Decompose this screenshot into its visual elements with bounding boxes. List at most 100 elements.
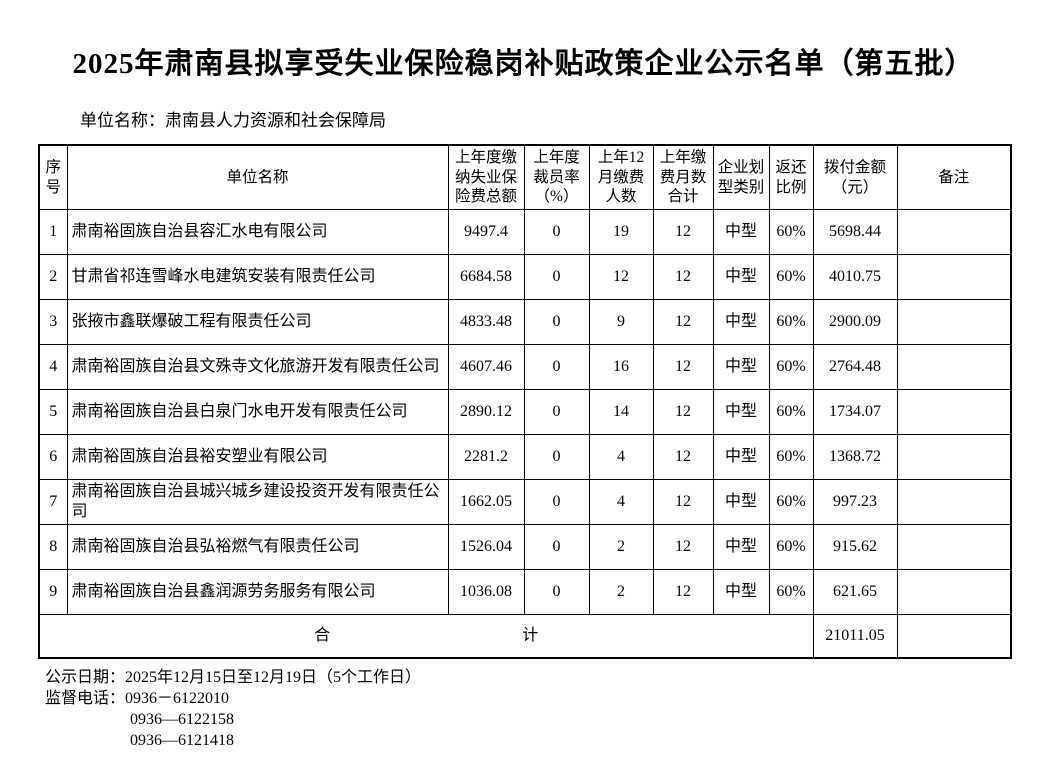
- cell-premium-total: 4607.46: [447, 344, 525, 390]
- cell-payment-amount: 997.23: [812, 479, 898, 525]
- cell-return-ratio: 60%: [768, 569, 814, 615]
- cell-enterprise-type: 中型: [712, 209, 770, 255]
- cell-company-name: 肃南裕固族自治县裕安塑业有限公司: [66, 434, 449, 480]
- cell-layoff-rate: 0: [523, 434, 590, 480]
- cell-remark: [896, 344, 1012, 390]
- cell-contribution-months: 12: [652, 299, 714, 345]
- header-premium-total: 上年度缴纳失业保险费总额: [447, 144, 525, 210]
- header-row: 序号 单位名称 上年度缴纳失业保险费总额 上年度裁员率（%） 上年12月缴费人数…: [38, 144, 1012, 210]
- table-row: 9 肃南裕固族自治县鑫润源劳务服务有限公司 1036.08 0 2 12 中型 60% 621.…: [38, 569, 1012, 615]
- cell-enterprise-type: 中型: [712, 254, 770, 300]
- cell-payment-amount: 2764.48: [812, 344, 898, 390]
- subsidy-table: 序号 单位名称 上年度缴纳失业保险费总额 上年度裁员率（%） 上年12月缴费人数…: [38, 144, 1012, 659]
- cell-remark: [896, 524, 1012, 570]
- cell-enterprise-type: 中型: [712, 569, 770, 615]
- header-layoff-rate: 上年度裁员率（%）: [523, 144, 590, 210]
- cell-return-ratio: 60%: [768, 299, 814, 345]
- cell-premium-total: 1662.05: [447, 479, 525, 525]
- table-row: 6 肃南裕固族自治县裕安塑业有限公司 2281.2 0 4 12 中型 60% 1368.72: [38, 434, 1012, 480]
- table-row: 4 肃南裕固族自治县文殊寺文化旅游开发有限责任公司 4607.46 0 16 12 中型 60…: [38, 344, 1012, 390]
- publicity-date-line: 公示日期：2025年12月15日至12月19日（5个工作日）: [45, 667, 1047, 688]
- table-row: 2 甘肃省祁连雪峰水电建筑安装有限责任公司 6684.58 0 12 12 中型 60% 401…: [38, 254, 1012, 300]
- cell-dec-contributors: 19: [588, 209, 654, 255]
- header-company-name: 单位名称: [66, 144, 449, 210]
- header-payment-amount: 拨付金额（元）: [812, 144, 898, 210]
- cell-return-ratio: 60%: [768, 389, 814, 435]
- cell-contribution-months: 12: [652, 524, 714, 570]
- header-return-ratio: 返还比例: [768, 144, 814, 210]
- cell-company-name: 肃南裕固族自治县弘裕燃气有限责任公司: [66, 524, 449, 570]
- header-serial: 序号: [38, 144, 68, 210]
- cell-enterprise-type: 中型: [712, 389, 770, 435]
- cell-contribution-months: 12: [652, 434, 714, 480]
- cell-dec-contributors: 9: [588, 299, 654, 345]
- cell-contribution-months: 12: [652, 569, 714, 615]
- footer: 公示日期：2025年12月15日至12月19日（5个工作日） 监督电话：0936…: [45, 667, 1047, 751]
- cell-serial: 2: [38, 254, 68, 300]
- cell-dec-contributors: 4: [588, 434, 654, 480]
- cell-payment-amount: 915.62: [812, 524, 898, 570]
- cell-premium-total: 9497.4: [447, 209, 525, 255]
- cell-payment-amount: 1734.07: [812, 389, 898, 435]
- cell-remark: [896, 254, 1012, 300]
- phone-number: 0936—6121418: [130, 732, 234, 749]
- table-body: 1 肃南裕固族自治县容汇水电有限公司 9497.4 0 19 12 中型 60% 5698.44…: [38, 209, 1012, 615]
- total-label: 合 计: [38, 614, 814, 659]
- cell-contribution-months: 12: [652, 389, 714, 435]
- cell-premium-total: 1036.08: [447, 569, 525, 615]
- cell-company-name: 肃南裕固族自治县文殊寺文化旅游开发有限责任公司: [66, 344, 449, 390]
- cell-enterprise-type: 中型: [712, 344, 770, 390]
- cell-serial: 9: [38, 569, 68, 615]
- table-row: 7 肃南裕固族自治县城兴城乡建设投资开发有限责任公司 1662.05 0 4 12 中型 60…: [38, 479, 1012, 525]
- cell-remark: [896, 434, 1012, 480]
- cell-dec-contributors: 12: [588, 254, 654, 300]
- cell-remark: [896, 299, 1012, 345]
- cell-layoff-rate: 0: [523, 524, 590, 570]
- cell-enterprise-type: 中型: [712, 524, 770, 570]
- cell-dec-contributors: 14: [588, 389, 654, 435]
- cell-dec-contributors: 2: [588, 569, 654, 615]
- cell-contribution-months: 12: [652, 344, 714, 390]
- cell-company-name: 肃南裕固族自治县容汇水电有限公司: [66, 209, 449, 255]
- cell-layoff-rate: 0: [523, 209, 590, 255]
- cell-remark: [896, 389, 1012, 435]
- cell-dec-contributors: 4: [588, 479, 654, 525]
- cell-enterprise-type: 中型: [712, 434, 770, 480]
- cell-return-ratio: 60%: [768, 524, 814, 570]
- table-row: 5 肃南裕固族自治县白泉门水电开发有限责任公司 2890.12 0 14 12 中型 60% 1…: [38, 389, 1012, 435]
- cell-company-name: 张掖市鑫联爆破工程有限责任公司: [66, 299, 449, 345]
- cell-serial: 4: [38, 344, 68, 390]
- cell-return-ratio: 60%: [768, 254, 814, 300]
- cell-remark: [896, 209, 1012, 255]
- table-row: 3 张掖市鑫联爆破工程有限责任公司 4833.48 0 9 12 中型 60% 2900.09: [38, 299, 1012, 345]
- cell-dec-contributors: 2: [588, 524, 654, 570]
- cell-dec-contributors: 16: [588, 344, 654, 390]
- supervision-phone-label: 监督电话：: [45, 690, 126, 707]
- cell-remark: [896, 569, 1012, 615]
- cell-contribution-months: 12: [652, 209, 714, 255]
- cell-company-name: 肃南裕固族自治县白泉门水电开发有限责任公司: [66, 389, 449, 435]
- cell-enterprise-type: 中型: [712, 299, 770, 345]
- publicity-date-label: 公示日期：: [45, 669, 126, 686]
- table-header: 序号 单位名称 上年度缴纳失业保险费总额 上年度裁员率（%） 上年12月缴费人数…: [38, 144, 1012, 210]
- cell-payment-amount: 621.65: [812, 569, 898, 615]
- total-row: 合 计 21011.05: [38, 614, 1012, 659]
- header-contribution-months: 上年缴费月数合计: [652, 144, 714, 210]
- cell-layoff-rate: 0: [523, 254, 590, 300]
- cell-payment-amount: 1368.72: [812, 434, 898, 480]
- page-title: 2025年肃南县拟享受失业保险稳岗补贴政策企业公示名单（第五批）: [72, 48, 975, 80]
- cell-premium-total: 2281.2: [447, 434, 525, 480]
- cell-contribution-months: 12: [652, 479, 714, 525]
- unit-name: 单位名称：肃南县人力资源和社会保障局: [80, 111, 386, 130]
- cell-serial: 6: [38, 434, 68, 480]
- supervision-phone-line: 监督电话：0936－6122010: [45, 688, 1047, 709]
- cell-company-name: 肃南裕固族自治县城兴城乡建设投资开发有限责任公司: [66, 479, 449, 525]
- cell-company-name: 甘肃省祁连雪峰水电建筑安装有限责任公司: [66, 254, 449, 300]
- table-row: 8 肃南裕固族自治县弘裕燃气有限责任公司 1526.04 0 2 12 中型 60% 915.6…: [38, 524, 1012, 570]
- cell-layoff-rate: 0: [523, 479, 590, 525]
- total-remark: [896, 614, 1012, 659]
- cell-layoff-rate: 0: [523, 389, 590, 435]
- cell-premium-total: 4833.48: [447, 299, 525, 345]
- cell-premium-total: 6684.58: [447, 254, 525, 300]
